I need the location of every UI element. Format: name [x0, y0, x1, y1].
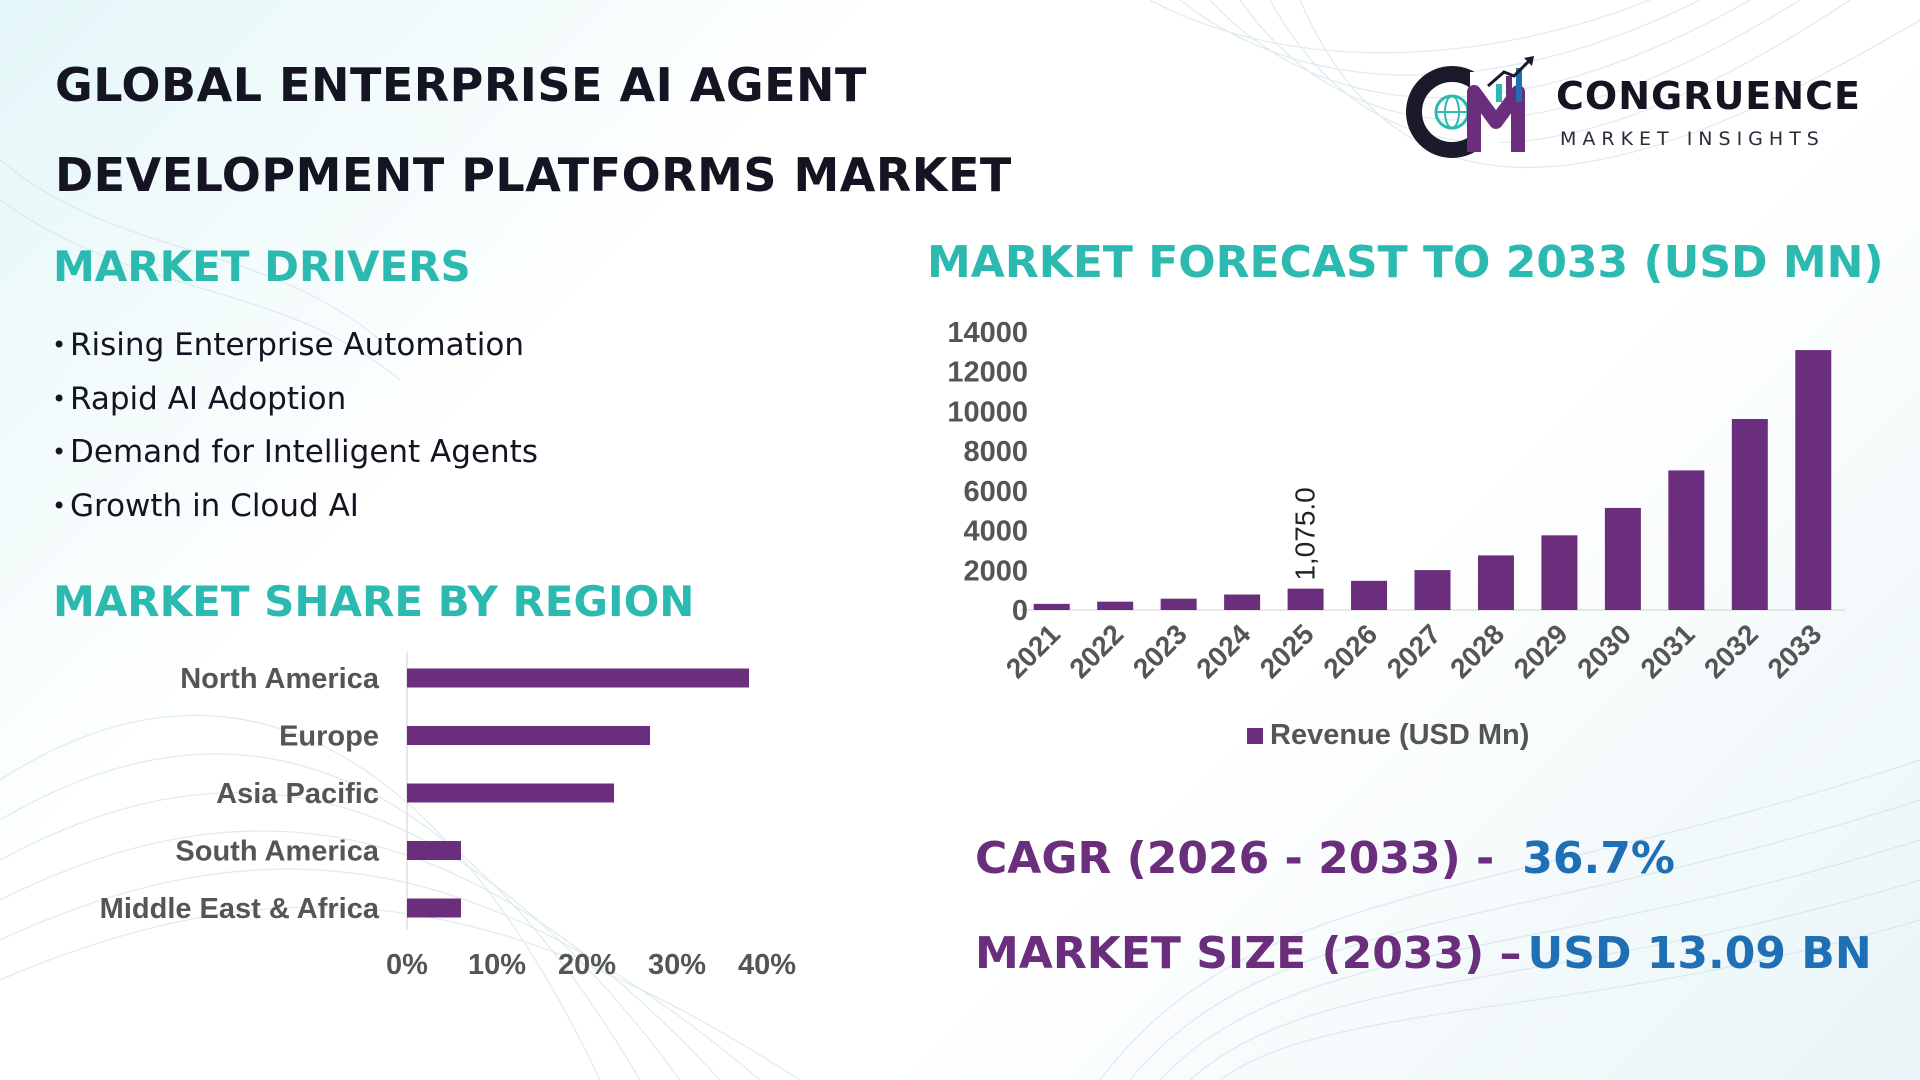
logo-subtitle: MARKET INSIGHTS: [1560, 128, 1825, 150]
forecast-y-tick-label: 8000: [963, 436, 1028, 468]
forecast-x-tick-label: 2027: [1381, 618, 1447, 684]
bullet-icon: •: [52, 438, 67, 466]
forecast-y-tick-label: 14000: [947, 317, 1028, 349]
region-x-tick-label: 0%: [386, 949, 428, 981]
legend-label: Revenue (USD Mn): [1270, 719, 1529, 751]
forecast-bar: [1351, 580, 1388, 610]
page-title-line-2: DEVELOPMENT PLATFORMS MARKET: [55, 148, 1012, 202]
region-category-label: South America: [175, 836, 379, 868]
region-share-chart: North America Europe Asia Pacific South Ame…: [100, 652, 796, 981]
region-bar: [407, 668, 749, 688]
forecast-bar: [1287, 588, 1324, 610]
cagr-stat: CAGR (2026 - 2033) - 36.7%: [975, 833, 1675, 884]
forecast-bar: [1097, 601, 1134, 610]
forecast-bar: [1604, 507, 1641, 610]
region-x-tick-label: 20%: [558, 949, 616, 981]
driver-item: • Demand for Intelligent Agents: [52, 429, 538, 483]
forecast-bar: [1414, 570, 1451, 610]
page-title-line-1: GLOBAL ENTERPRISE AI AGENT: [55, 58, 867, 112]
forecast-x-tick-label: 2030: [1571, 618, 1637, 684]
forecast-x-tick-label: 2024: [1190, 618, 1256, 684]
market-drivers-list: • Rising Enterprise Automation • Rapid AI …: [52, 322, 538, 536]
market-size-stat: MARKET SIZE (2033) – USD 13.09 BN: [975, 928, 1872, 979]
logo-name: CONGRUENCE: [1556, 74, 1861, 118]
driver-text: Growth in Cloud AI: [70, 487, 359, 524]
cm-monogram-icon: [1406, 56, 1534, 158]
driver-item: • Rapid AI Adoption: [52, 376, 538, 430]
forecast-x-tick-label: 2026: [1317, 618, 1383, 684]
forecast-x-tick-label: 2031: [1635, 618, 1701, 684]
bullet-icon: •: [52, 331, 67, 359]
forecast-x-tick-label: 2023: [1127, 618, 1193, 684]
forecast-bar: [1795, 350, 1832, 610]
region-share-heading: MARKET SHARE BY REGION: [53, 577, 695, 626]
bullet-icon: •: [52, 491, 67, 520]
market-size-value: USD 13.09 BN: [1527, 928, 1872, 979]
forecast-y-tick-label: 2000: [963, 555, 1028, 587]
forecast-x-tick-label: 2032: [1698, 618, 1764, 684]
market-drivers-heading: MARKET DRIVERS: [53, 242, 471, 291]
forecast-bar: [1731, 418, 1768, 610]
region-category-label: Asia Pacific: [216, 778, 379, 810]
forecast-y-tick-label: 6000: [963, 476, 1028, 508]
forecast-x-tick-label: 2022: [1063, 618, 1129, 684]
forecast-y-tick-label: 0: [1012, 595, 1028, 627]
forecast-x-tick-label: 2025: [1254, 618, 1320, 684]
forecast-data-label: 1,075.0: [1290, 487, 1321, 580]
region-x-tick-label: 30%: [648, 949, 706, 981]
forecast-bar: [1541, 535, 1578, 610]
forecast-y-tick-label: 4000: [963, 516, 1028, 548]
region-category-label: Europe: [279, 721, 379, 753]
driver-item: • Growth in Cloud AI: [52, 483, 538, 537]
forecast-bar: [1033, 603, 1070, 610]
forecast-chart: 0 2000 4000 6000 8000 10000 12000 14000 20212022…: [947, 317, 1845, 751]
cagr-value: 36.7%: [1522, 833, 1675, 884]
driver-text: Rising Enterprise Automation: [70, 327, 524, 363]
legend-swatch: [1247, 728, 1263, 744]
region-bar: [407, 898, 461, 918]
region-x-tick-label: 10%: [468, 949, 526, 981]
region-category-label: Middle East & Africa: [100, 893, 380, 925]
forecast-bar: [1477, 555, 1514, 610]
forecast-x-tick-label: 2021: [1000, 618, 1066, 684]
region-bar: [407, 783, 614, 803]
forecast-x-tick-label: 2028: [1444, 618, 1510, 684]
driver-text: Demand for Intelligent Agents: [70, 434, 538, 470]
bullet-icon: •: [52, 384, 67, 413]
cagr-label: CAGR (2026 - 2033) -: [975, 833, 1495, 884]
forecast-y-tick-label: 10000: [947, 396, 1028, 428]
region-x-tick-label: 40%: [738, 949, 796, 981]
forecast-y-tick-label: 12000: [947, 357, 1028, 389]
forecast-bar: [1160, 598, 1197, 610]
forecast-heading: MARKET FORECAST TO 2033 (USD MN): [927, 237, 1884, 288]
region-bar: [407, 841, 461, 860]
forecast-bar: [1224, 594, 1261, 610]
region-bar: [407, 726, 650, 745]
forecast-x-tick-label: 2033: [1762, 618, 1828, 684]
region-category-label: North America: [180, 663, 380, 695]
market-size-label: MARKET SIZE (2033) –: [975, 928, 1522, 979]
driver-text: Rapid AI Adoption: [70, 380, 347, 417]
forecast-bar: [1668, 470, 1705, 610]
forecast-x-tick-label: 2029: [1508, 618, 1574, 684]
company-logo: CONGRUENCE MARKET INSIGHTS: [1400, 52, 1870, 162]
driver-item: • Rising Enterprise Automation: [52, 322, 538, 376]
